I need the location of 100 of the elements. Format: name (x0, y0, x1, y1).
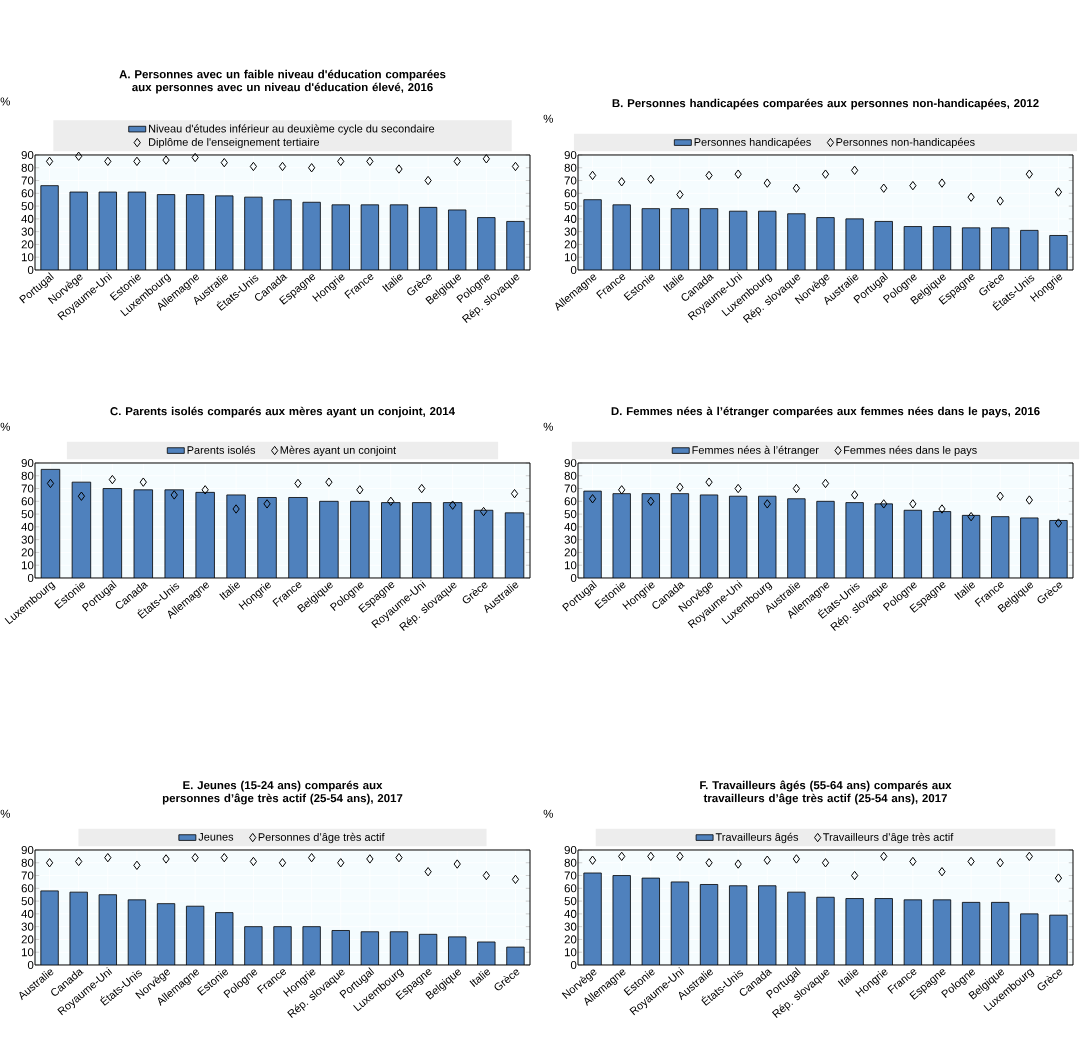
y-tick-label: 50 (564, 897, 577, 906)
point (453, 859, 461, 869)
point (307, 852, 316, 863)
y-tick-label: 20 (564, 935, 577, 944)
y-tick-label: 90 (564, 150, 577, 160)
point (249, 856, 258, 867)
x-tick-label: Italie (219, 582, 240, 600)
y-tick-label: 80 (564, 163, 577, 172)
y-tick-label: 60 (564, 189, 577, 198)
y-axis-title: % (543, 422, 553, 431)
point (45, 858, 54, 868)
point (479, 506, 488, 517)
point (77, 491, 86, 501)
point (337, 156, 345, 167)
point (792, 483, 801, 494)
point (705, 477, 713, 487)
y-tick-label: 80 (564, 471, 577, 480)
legend-label: Diplôme de l'enseignement tertiaire (149, 137, 320, 149)
point (395, 164, 403, 174)
point (792, 183, 801, 193)
bar (671, 493, 689, 578)
y-tick-label: 0 (27, 960, 34, 970)
point (734, 169, 742, 179)
y-tick-label: 0 (27, 265, 34, 275)
point (356, 485, 364, 495)
legend-label: Mères ayant un conjoint (280, 445, 397, 457)
y-tick-label: 90 (21, 458, 34, 468)
chart-title: F. Travailleurs âgés (55-64 ans) comparés aux travailleurs d’âge très actif (25-54 ans), 2017 (700, 780, 952, 805)
y-tick-label: 40 (21, 522, 34, 531)
y-tick-label: 40 (564, 909, 577, 918)
point (366, 854, 374, 864)
y-tick-label: 0 (570, 960, 577, 970)
y-tick-label: 70 (21, 176, 34, 185)
y-tick-label: 10 (21, 253, 34, 262)
point (162, 155, 170, 165)
point (676, 851, 684, 862)
bar (729, 496, 747, 578)
point (263, 499, 271, 509)
point (588, 494, 597, 504)
y-tick-label: 30 (21, 535, 34, 544)
y-tick-label: 20 (21, 240, 34, 249)
point (104, 852, 112, 863)
point (45, 156, 54, 167)
point (1025, 169, 1033, 179)
bar (787, 498, 806, 578)
point (366, 156, 374, 167)
point (676, 189, 684, 200)
bar (319, 501, 339, 578)
y-tick-label: 50 (21, 897, 34, 906)
y-tick-label: 10 (564, 561, 577, 570)
y-tick-label: 30 (564, 922, 577, 931)
y-tick-label: 70 (21, 484, 34, 493)
point (482, 870, 490, 881)
point (220, 157, 228, 168)
point (307, 163, 316, 173)
legend-label: Travailleurs d’âge très actif (823, 832, 954, 844)
y-tick-label: 50 (21, 510, 34, 519)
chart-title: E. Jeunes (15-24 ans) comparés aux personnes d’âge très actif (25-54 ans), 2017 (162, 780, 403, 805)
bar (103, 488, 122, 578)
point (763, 499, 771, 509)
point (967, 856, 975, 867)
point (705, 170, 713, 181)
bar (991, 516, 1009, 578)
point (1025, 851, 1033, 862)
bar (72, 482, 91, 578)
y-tick-label: 30 (21, 922, 34, 931)
bar (350, 501, 370, 578)
point (325, 477, 333, 487)
point (511, 161, 520, 172)
y-tick-label: 80 (21, 471, 34, 480)
bar (758, 496, 777, 578)
chart-title: C. Parents isolés comparés aux mères ayant un conjoint, 2014 (110, 406, 455, 418)
bar (612, 493, 631, 578)
point (880, 851, 888, 862)
bar (1049, 520, 1068, 578)
point (1054, 518, 1063, 528)
point (108, 474, 116, 485)
y-tick-label: 40 (564, 522, 577, 531)
bar (164, 489, 184, 578)
point (938, 504, 946, 514)
bar (583, 491, 602, 578)
legend-label: Travailleurs âgés (715, 832, 799, 844)
bar (41, 469, 60, 578)
bar (845, 502, 864, 578)
y-tick-label: 50 (564, 202, 577, 211)
y-tick-label: 0 (27, 573, 34, 583)
y-tick-label: 60 (564, 497, 577, 506)
y-tick-label: 20 (564, 548, 577, 557)
y-tick-label: 20 (21, 548, 34, 557)
point (453, 156, 461, 167)
point (511, 874, 520, 885)
point (792, 854, 801, 864)
chart-title: A. Personnes avec un faible niveau d'éducation comparées aux personnes avec un niveau d'éducation élevé, 2016 (119, 69, 446, 94)
point (705, 858, 713, 868)
point (734, 859, 742, 869)
point (909, 180, 917, 191)
chart-title: D. Femmes nées à l’étranger comparées aux femmes nées dans le pays, 2016 (611, 406, 1040, 418)
x-tick-label: Italie (382, 274, 403, 292)
y-axis-title: % (543, 809, 553, 818)
point (387, 496, 395, 506)
